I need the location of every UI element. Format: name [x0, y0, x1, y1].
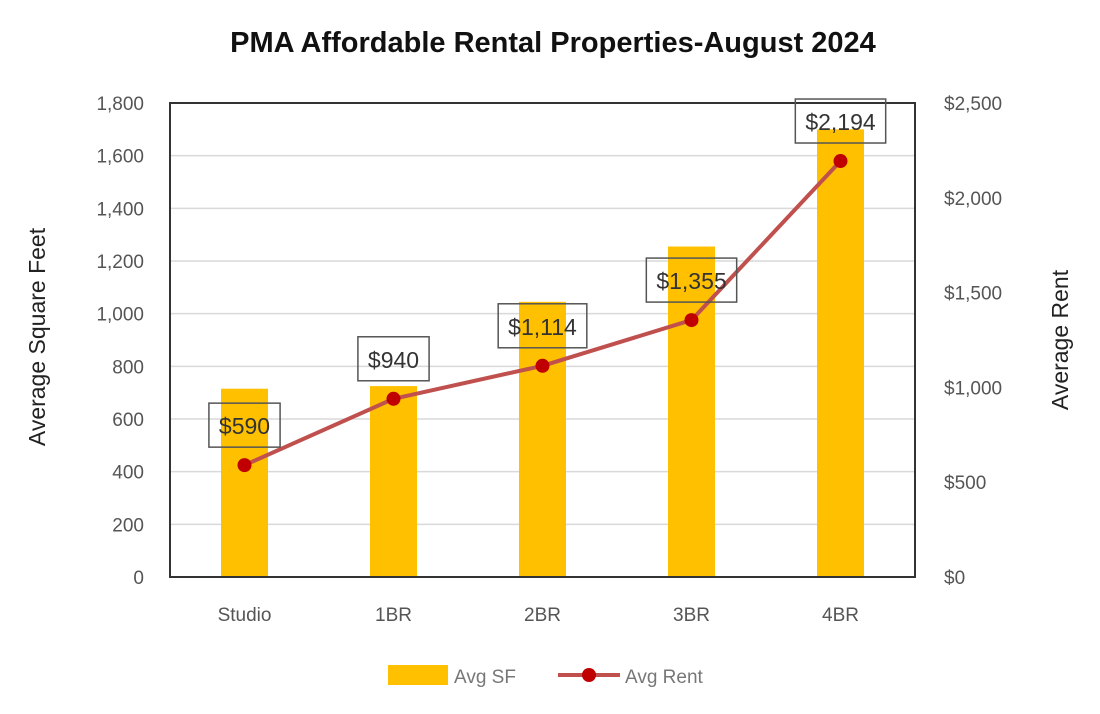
y-tick-label: 1,800 [96, 94, 144, 115]
data-labels: $590 $940 $1,114 $1,355 $2,194 [208, 98, 887, 448]
x-axis-ticks: Studio 1BR 2BR 3BR 4BR [218, 605, 859, 626]
data-label-avg-rent: $590 [219, 413, 270, 439]
y2-tick-label: $1,000 [944, 378, 1002, 399]
data-label-box [208, 402, 281, 448]
data-label-box [645, 257, 738, 303]
y-axis-right-ticks: $0 $500 $1,000 $1,500 $2,000 $2,500 [944, 94, 1002, 589]
y2-tick-label: $2,000 [944, 189, 1002, 210]
bar-series-avg-sf [221, 129, 864, 578]
x-tick-label: 3BR [673, 605, 710, 626]
data-label-avg-rent: $940 [368, 347, 419, 373]
legend-marker-avg-rent [582, 668, 596, 682]
point-avg-rent [684, 313, 699, 328]
y-tick-label: 0 [133, 568, 144, 589]
point-avg-rent [535, 358, 550, 373]
y2-tick-label: $500 [944, 473, 986, 494]
legend-item-avg-rent: Avg Rent [558, 667, 704, 688]
bar-avg-sf [668, 246, 715, 577]
y-axis-left-ticks: 0 200 400 600 800 1,000 1,200 1,400 1,600 1,800 [96, 94, 144, 589]
y-tick-label: 600 [112, 410, 144, 431]
y-axis-right-title: Average Rent [1047, 269, 1073, 410]
data-label-box [794, 98, 887, 144]
point-avg-rent [237, 458, 252, 473]
y2-tick-label: $1,500 [944, 284, 1002, 305]
legend-item-avg-sf: Avg SF [388, 665, 516, 688]
data-label-avg-rent: $1,355 [656, 268, 726, 294]
legend-label-avg-rent: Avg Rent [625, 667, 704, 688]
data-label-box [497, 303, 588, 349]
y-axis-left-title: Average Square Feet [24, 227, 50, 446]
legend-swatch-avg-sf [388, 665, 448, 685]
bar-avg-sf [817, 129, 864, 578]
y-tick-label: 1,000 [96, 305, 144, 326]
data-label-avg-rent: $2,194 [805, 109, 876, 135]
x-tick-label: Studio [218, 605, 272, 626]
legend-label-avg-sf: Avg SF [454, 667, 516, 688]
x-tick-label: 2BR [524, 605, 561, 626]
y2-tick-label: $0 [944, 568, 965, 589]
y-tick-label: 1,600 [96, 147, 144, 168]
data-label-avg-rent: $1,114 [508, 314, 577, 340]
line-series-avg-rent [237, 154, 848, 473]
y-tick-label: 1,200 [96, 252, 144, 273]
y-tick-label: 200 [112, 515, 144, 536]
point-avg-rent [833, 154, 848, 169]
data-label-box [357, 336, 430, 382]
bar-avg-sf [221, 388, 268, 577]
y-tick-label: 400 [112, 463, 144, 484]
chart-title: PMA Affordable Rental Properties-August … [230, 27, 876, 59]
y-tick-label: 1,400 [96, 199, 144, 220]
y-tick-label: 800 [112, 357, 144, 378]
y2-tick-label: $2,500 [944, 94, 1002, 115]
bar-avg-sf [370, 386, 417, 577]
bar-avg-sf [519, 301, 566, 577]
legend: Avg SF Avg Rent [388, 665, 704, 688]
x-tick-label: 4BR [822, 605, 859, 626]
x-tick-label: 1BR [375, 605, 412, 626]
plot-area-border [169, 102, 916, 578]
point-avg-rent [386, 391, 401, 406]
